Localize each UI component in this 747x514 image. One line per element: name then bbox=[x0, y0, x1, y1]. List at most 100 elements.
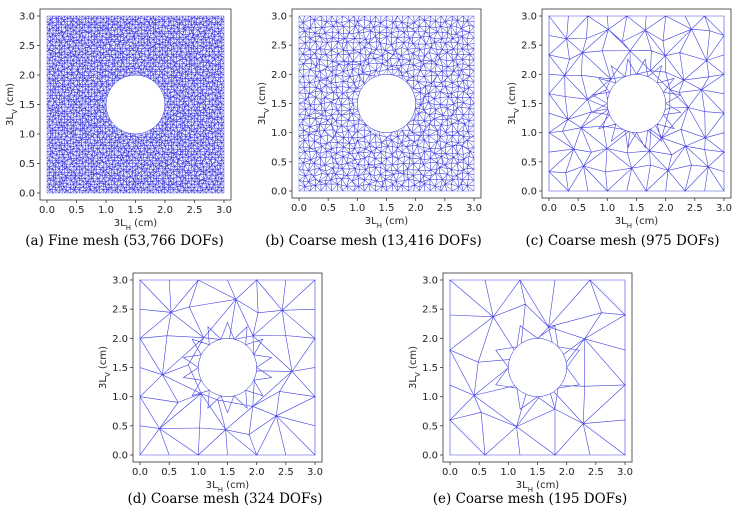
y-tick-label: 1.0 bbox=[422, 392, 438, 403]
y-tick-label: 2.0 bbox=[19, 71, 35, 82]
y-tick-label: 2.0 bbox=[422, 334, 438, 345]
x-tick-label: 0.5 bbox=[69, 205, 85, 216]
panel-d: 0.0 0.0 0.5 0.5 1.0 1.0 1.5 1.5 2.0 2.0 2.5 2.5 3.0 3… bbox=[95, 262, 355, 514]
mesh-plot-e: 0.0 0.0 0.5 0.5 1.0 1.0 1.5 1.5 2.0 2.0 2.5 2.5 3.0 3… bbox=[408, 272, 633, 494]
y-tick-label: 0.0 bbox=[112, 451, 128, 462]
y-tick-label: 2.5 bbox=[271, 41, 287, 52]
y-tick-label: 2.0 bbox=[112, 334, 128, 345]
y-axis-label: 3LV (cm) bbox=[408, 346, 422, 389]
y-tick-label: 1.5 bbox=[521, 99, 537, 110]
caption-b: (b) Coarse mesh (13,416 DOFs) bbox=[265, 233, 482, 249]
x-tick-label: 0.0 bbox=[291, 203, 307, 214]
y-tick-label: 0.0 bbox=[422, 451, 438, 462]
y-tick-label: 3.0 bbox=[521, 12, 537, 23]
mesh-path bbox=[449, 279, 626, 456]
x-tick-label: 0.0 bbox=[442, 467, 458, 478]
x-tick-label: 3.0 bbox=[307, 467, 323, 478]
x-tick-label: 1.5 bbox=[220, 467, 236, 478]
x-tick-label: 1.5 bbox=[128, 205, 144, 216]
mesh-lines bbox=[298, 15, 475, 192]
x-axis-label: 3LH (cm) bbox=[206, 480, 250, 494]
mesh-lines bbox=[46, 15, 225, 194]
y-axis-label: 3LV (cm) bbox=[507, 82, 521, 125]
x-tick-label: 1.0 bbox=[500, 467, 516, 478]
y-tick-label: 1.0 bbox=[271, 128, 287, 139]
x-tick-label: 1.5 bbox=[379, 203, 395, 214]
mesh-lines bbox=[548, 15, 726, 193]
y-tick-label: 1.0 bbox=[112, 392, 128, 403]
mesh-plot-c: 0.0 0.0 0.5 0.5 1.0 1.0 1.5 1.5 2.0 2.0 2.5 2.5 3.0 3… bbox=[507, 8, 732, 230]
x-tick-label: 2.0 bbox=[658, 203, 674, 214]
x-axis-label: 3LH (cm) bbox=[114, 218, 158, 232]
mesh-lines bbox=[139, 279, 316, 456]
x-tick-label: 1.0 bbox=[190, 467, 206, 478]
mesh-plot-d: 0.0 0.0 0.5 0.5 1.0 1.0 1.5 1.5 2.0 2.0 2.5 2.5 3.0 3… bbox=[98, 272, 323, 494]
x-axis-label: 3LH (cm) bbox=[615, 216, 659, 230]
y-axis-label: 3LV (cm) bbox=[98, 346, 112, 389]
y-tick-label: 0.5 bbox=[521, 157, 537, 168]
y-tick-label: 2.0 bbox=[271, 70, 287, 81]
x-axis-label: 3LH (cm) bbox=[516, 480, 560, 494]
y-tick-label: 0.0 bbox=[271, 187, 287, 198]
y-tick-label: 2.5 bbox=[19, 41, 35, 52]
mesh-path bbox=[298, 15, 475, 192]
x-tick-label: 3.0 bbox=[216, 205, 232, 216]
y-tick-label: 0.0 bbox=[19, 189, 35, 200]
y-tick-label: 1.0 bbox=[19, 130, 35, 141]
x-tick-label: 3.0 bbox=[716, 203, 732, 214]
x-tick-label: 2.5 bbox=[588, 467, 604, 478]
y-tick-label: 0.5 bbox=[271, 157, 287, 168]
x-tick-label: 0.0 bbox=[132, 467, 148, 478]
caption-c: (c) Coarse mesh (975 DOFs) bbox=[525, 233, 720, 249]
hole bbox=[198, 338, 257, 397]
y-tick-label: 0.5 bbox=[19, 159, 35, 170]
x-tick-label: 2.0 bbox=[249, 467, 265, 478]
x-tick-label: 2.0 bbox=[408, 203, 424, 214]
x-tick-label: 3.0 bbox=[617, 467, 633, 478]
y-tick-label: 3.0 bbox=[271, 12, 287, 23]
x-tick-label: 0.0 bbox=[39, 205, 55, 216]
panel-b: 0.0 0.0 0.5 0.5 1.0 1.0 1.5 1.5 2.0 2.0 2.5 2.5 3.0 3… bbox=[249, 0, 498, 260]
y-tick-label: 3.0 bbox=[19, 12, 35, 23]
y-tick-label: 1.5 bbox=[19, 100, 35, 111]
x-tick-label: 2.0 bbox=[157, 205, 173, 216]
x-tick-label: 2.5 bbox=[437, 203, 453, 214]
x-tick-label: 1.0 bbox=[599, 203, 615, 214]
hole bbox=[607, 74, 666, 133]
y-tick-label: 0.5 bbox=[422, 421, 438, 432]
x-tick-label: 2.5 bbox=[187, 205, 203, 216]
mesh-lines bbox=[449, 279, 626, 456]
panel-e: 0.0 0.0 0.5 0.5 1.0 1.0 1.5 1.5 2.0 2.0 2.5 2.5 3.0 3… bbox=[400, 262, 660, 514]
x-tick-label: 0.5 bbox=[471, 467, 487, 478]
x-tick-label: 1.5 bbox=[530, 467, 546, 478]
y-axis-label: 3LV (cm) bbox=[5, 83, 19, 126]
x-tick-label: 1.0 bbox=[349, 203, 365, 214]
y-axis-label: 3LV (cm) bbox=[257, 82, 271, 125]
y-tick-label: 0.0 bbox=[521, 187, 537, 198]
caption-a: (a) Fine mesh (53,766 DOFs) bbox=[25, 233, 224, 249]
y-tick-label: 3.0 bbox=[422, 276, 438, 287]
y-tick-label: 1.0 bbox=[521, 128, 537, 139]
mesh-plot-a: 0.0 0.0 0.5 0.5 1.0 1.0 1.5 1.5 2.0 2.0 2.5 2.5 3.0 3… bbox=[5, 8, 232, 232]
y-tick-label: 0.5 bbox=[112, 421, 128, 432]
y-tick-label: 2.0 bbox=[521, 70, 537, 81]
hole bbox=[357, 74, 416, 133]
x-tick-label: 1.5 bbox=[629, 203, 645, 214]
caption-e: (e) Coarse mesh (195 DOFs) bbox=[432, 491, 628, 507]
y-tick-label: 3.0 bbox=[112, 276, 128, 287]
y-tick-label: 1.5 bbox=[271, 99, 287, 110]
x-tick-label: 0.5 bbox=[161, 467, 177, 478]
x-tick-label: 1.0 bbox=[98, 205, 114, 216]
hole bbox=[105, 74, 166, 135]
mesh-path bbox=[46, 15, 225, 194]
mesh-plot-b: 0.0 0.0 0.5 0.5 1.0 1.0 1.5 1.5 2.0 2.0 2.5 2.5 3.0 3… bbox=[257, 8, 482, 230]
x-tick-label: 0.0 bbox=[541, 203, 557, 214]
y-tick-label: 2.5 bbox=[112, 305, 128, 316]
caption-d: (d) Coarse mesh (324 DOFs) bbox=[127, 491, 323, 507]
panel-a: 0.0 0.0 0.5 0.5 1.0 1.0 1.5 1.5 2.0 2.0 2.5 2.5 3.0 3… bbox=[0, 0, 249, 260]
x-tick-label: 2.5 bbox=[278, 467, 294, 478]
x-tick-label: 3.0 bbox=[466, 203, 482, 214]
y-tick-label: 1.5 bbox=[112, 363, 128, 374]
y-tick-label: 1.5 bbox=[422, 363, 438, 374]
x-tick-label: 2.5 bbox=[687, 203, 703, 214]
